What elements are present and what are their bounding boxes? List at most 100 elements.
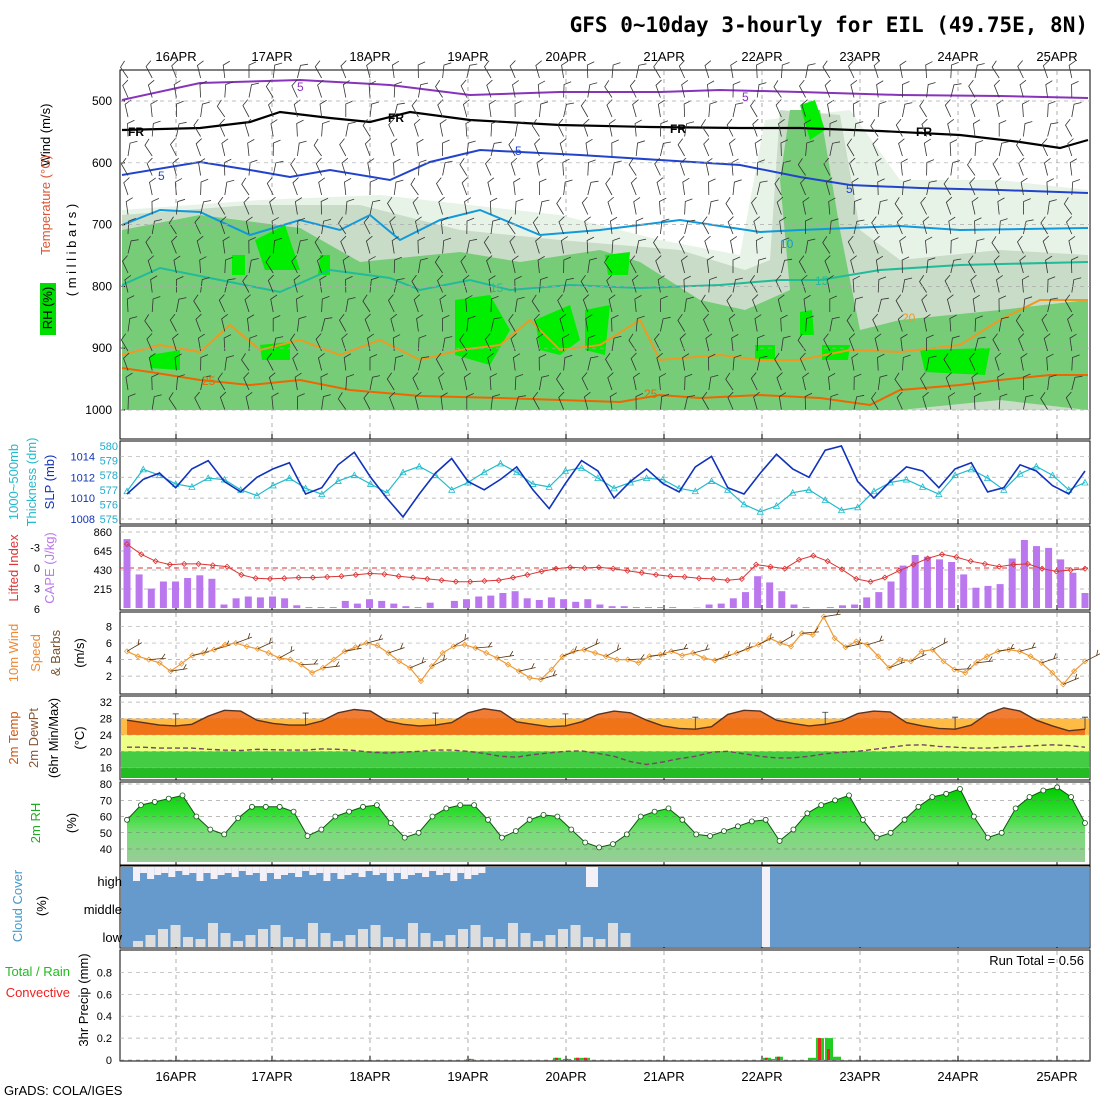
temp-minmax-bar [692, 716, 699, 730]
thickness-point [350, 471, 358, 479]
upper-wind-barb [605, 352, 613, 371]
upper-wind-barb [967, 158, 976, 176]
cloud-low-gap [220, 933, 231, 947]
upper-wind-barb [151, 373, 159, 391]
upper-wind-barb [828, 197, 836, 215]
li-tick-label: -3 [30, 543, 40, 555]
upper-wind-barb [850, 255, 857, 274]
rh-band-dark [455, 295, 510, 365]
upper-wind-barb [127, 218, 136, 235]
wind10m-point [123, 648, 131, 655]
upper-wind-barb [490, 394, 501, 410]
upper-wind-barb [992, 333, 1000, 352]
cape-bar [887, 581, 895, 608]
cloud-low-gap [458, 929, 468, 947]
upper-wind-barb [509, 60, 516, 79]
upper-wind-barb [270, 119, 278, 137]
upper-air-frame [119, 69, 1091, 440]
precip-convective-bar [818, 1038, 821, 1060]
pressure-tick-label: 600 [92, 156, 112, 170]
upper-wind-barb [628, 158, 637, 176]
li-point [538, 568, 545, 575]
upper-wind-barb [271, 392, 279, 410]
thickness-point [415, 462, 423, 470]
cape-bar [535, 600, 543, 608]
cloud-low-gap [208, 923, 218, 947]
thickness-point [594, 474, 602, 482]
thickness-point [642, 474, 651, 482]
upper-wind-barb [368, 256, 376, 274]
upper-wind-barb [531, 294, 540, 313]
wind10m-point [504, 661, 512, 668]
pressure-tick-label: 1000 [85, 403, 112, 417]
rh-point [443, 805, 450, 812]
upper-wind-barb [200, 178, 209, 196]
cloud-high-gap [415, 867, 422, 873]
cloud-high-gap [323, 867, 331, 881]
upper-wind-barb [248, 237, 256, 254]
upper-wind-barb [732, 256, 741, 273]
top-date-label: 16APR [155, 49, 196, 64]
rh-point [943, 790, 950, 797]
wind10m-point [581, 646, 588, 653]
wind10m-barb [409, 657, 426, 669]
upper-wind-barb [176, 121, 187, 137]
li-point [409, 574, 417, 581]
top-date-label: 25APR [1036, 49, 1077, 64]
rh-point [596, 844, 602, 851]
upper-wind-barb [369, 354, 378, 371]
upper-wind-barb [244, 294, 251, 313]
upper-wind-barb [224, 257, 233, 274]
wind10m-barb [584, 638, 600, 651]
upper-wind-barb [1017, 235, 1024, 254]
upper-wind-barb [242, 99, 250, 118]
upper-wind-barb [292, 177, 299, 196]
thickness-slp-lines [123, 445, 1089, 519]
upper-wind-barb [1047, 101, 1056, 118]
upper-wind-barb [362, 294, 371, 313]
contour-label-20: 20 [902, 311, 916, 325]
contour-label-fr-a: FR [128, 125, 144, 139]
bottom-date-label: 19APR [447, 1069, 488, 1084]
upper-wind-barb [853, 373, 862, 391]
upper-wind-barb [926, 334, 934, 351]
temp2m-marks [120, 698, 1090, 778]
upper-wind-barb [562, 334, 570, 352]
upper-wind-barb [1045, 255, 1053, 274]
upper-wind-barb [1066, 216, 1073, 235]
temp-tick-label: 16 [100, 763, 112, 775]
precip-label-a: Total / Rain [5, 964, 70, 979]
upper-wind-barb [684, 198, 693, 215]
contour-20 [121, 299, 1088, 362]
upper-wind-barb [1044, 157, 1051, 176]
li-point [452, 578, 459, 585]
cape-bar [1069, 572, 1077, 608]
upper-wind-barb [656, 352, 663, 371]
upper-wind-barb [684, 296, 694, 313]
thickness-point [188, 483, 196, 490]
thickness-point [301, 484, 310, 492]
upper-wind-barb [969, 177, 976, 196]
upper-wind-barb [950, 258, 962, 274]
upper-wind-barb [899, 60, 907, 79]
upper-wind-barb [1015, 314, 1024, 332]
upper-wind-barb [1040, 391, 1048, 410]
cloud-low-gap [333, 941, 343, 947]
upper-wind-barb [248, 82, 260, 98]
upper-wind-barb [973, 392, 982, 410]
cloud-low-gap [295, 939, 306, 947]
wind10m-point [178, 660, 185, 667]
upper-wind-barb [291, 255, 298, 274]
upper-wind-barb [1063, 197, 1073, 215]
thickness-point [448, 485, 456, 493]
upper-wind-barb [634, 119, 642, 137]
wind10m-barb [518, 663, 536, 672]
upper-wind-barb [805, 140, 815, 157]
upper-wind-barb [852, 100, 861, 118]
cloud-low-gap [470, 925, 481, 947]
cloud-low-gap [308, 923, 318, 947]
cloud-high-gap [379, 867, 387, 873]
li-point [753, 561, 760, 568]
upper-wind-barb [490, 218, 501, 235]
cloud-low-gap [158, 929, 168, 947]
